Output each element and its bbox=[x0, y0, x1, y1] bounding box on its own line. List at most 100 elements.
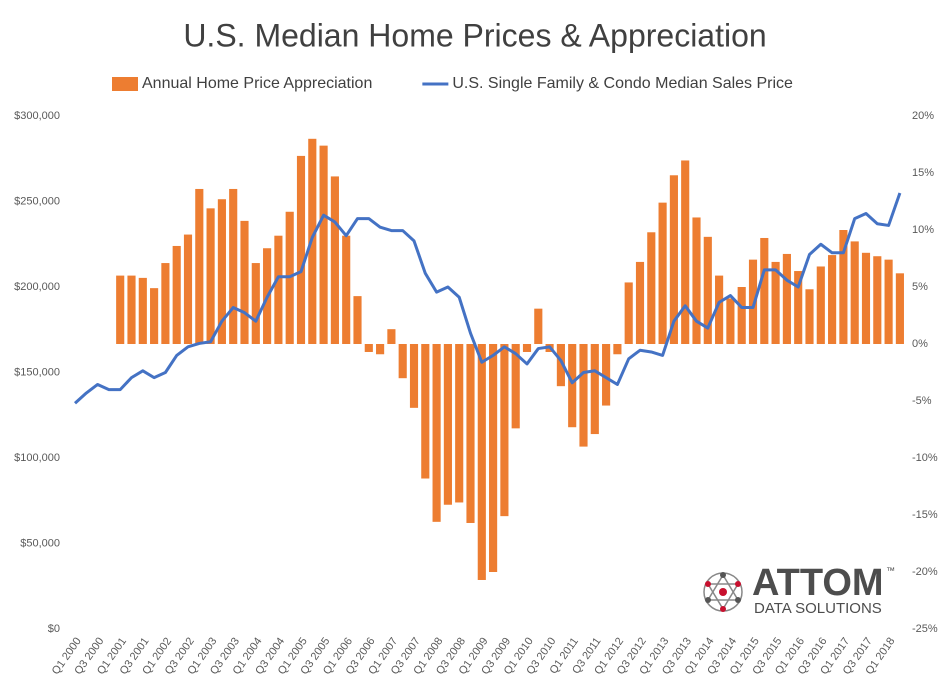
logo-dot bbox=[720, 572, 726, 578]
bar bbox=[534, 308, 543, 344]
y2-tick-label: -25% bbox=[912, 623, 938, 635]
y-tick-label: $300,000 bbox=[14, 110, 60, 122]
logo-icon bbox=[703, 572, 743, 612]
y2-tick-label: 10% bbox=[912, 224, 934, 236]
y2-tick-label: -15% bbox=[912, 509, 938, 521]
bar bbox=[624, 282, 633, 344]
logo-text: ATTOM bbox=[752, 562, 884, 604]
y2-tick-label: 5% bbox=[912, 281, 928, 293]
bar bbox=[715, 275, 724, 344]
bar bbox=[206, 208, 215, 344]
y-tick-label: $150,000 bbox=[14, 366, 60, 378]
bar bbox=[703, 236, 712, 344]
bar bbox=[805, 289, 814, 344]
legend-swatch bbox=[112, 77, 138, 91]
logo: ATTOM ™ DATA SOLUTIONS bbox=[703, 562, 895, 617]
line bbox=[73, 192, 902, 405]
bar bbox=[229, 188, 238, 344]
bar bbox=[387, 329, 396, 344]
bar bbox=[522, 344, 532, 352]
bar bbox=[500, 344, 509, 517]
bar bbox=[568, 344, 577, 428]
bar bbox=[748, 259, 758, 344]
legend-label: U.S. Single Family & Condo Median Sales … bbox=[452, 75, 793, 92]
chart-title: U.S. Median Home Prices & Appreciation bbox=[183, 17, 766, 53]
logo-subtext: DATA SOLUTIONS bbox=[754, 600, 882, 617]
bar bbox=[579, 344, 588, 447]
bar bbox=[376, 344, 385, 355]
bar bbox=[816, 266, 825, 344]
bar bbox=[760, 237, 769, 344]
bar bbox=[895, 273, 904, 344]
y-tick-label: $100,000 bbox=[14, 452, 60, 464]
bar bbox=[839, 230, 848, 344]
bar bbox=[150, 288, 159, 344]
y2-tick-label: -5% bbox=[912, 395, 932, 407]
bar bbox=[602, 344, 611, 406]
bar bbox=[421, 344, 430, 479]
bar bbox=[364, 344, 373, 352]
logo-mark: ™ bbox=[886, 565, 895, 575]
bar bbox=[330, 176, 339, 344]
bar bbox=[127, 275, 136, 344]
y2-tick-label: 20% bbox=[912, 110, 934, 122]
y2-tick-label: -20% bbox=[912, 566, 938, 578]
bar bbox=[455, 344, 464, 503]
bar bbox=[217, 199, 226, 344]
logo-dot bbox=[735, 581, 741, 587]
y-tick-label: $250,000 bbox=[14, 195, 60, 207]
bar bbox=[647, 232, 656, 344]
bar bbox=[782, 253, 791, 344]
legend-label: Annual Home Price Appreciation bbox=[142, 75, 372, 92]
bar bbox=[466, 344, 475, 523]
logo-dot bbox=[735, 597, 741, 603]
bar bbox=[771, 261, 780, 344]
logo-tri bbox=[706, 573, 740, 601]
logo-dot bbox=[720, 606, 726, 612]
y2-tick-label: 0% bbox=[912, 338, 928, 350]
bar bbox=[489, 344, 498, 572]
bar bbox=[443, 344, 452, 505]
bar bbox=[296, 155, 306, 344]
bar bbox=[116, 275, 125, 344]
bar bbox=[635, 261, 645, 344]
bar bbox=[195, 188, 204, 344]
bar bbox=[873, 256, 882, 344]
bar bbox=[692, 217, 701, 344]
bar bbox=[477, 344, 486, 580]
logo-dot bbox=[719, 588, 727, 596]
bar bbox=[353, 296, 362, 344]
bar bbox=[398, 344, 407, 379]
bar bbox=[172, 245, 181, 344]
bar bbox=[251, 263, 260, 344]
y-tick-label: $200,000 bbox=[14, 281, 60, 293]
bar bbox=[681, 160, 690, 344]
bar bbox=[319, 145, 328, 344]
bar bbox=[850, 241, 859, 344]
bar bbox=[342, 235, 351, 344]
bar bbox=[658, 202, 667, 344]
bar bbox=[828, 255, 837, 344]
bar bbox=[613, 344, 622, 355]
y-tick-label: $50,000 bbox=[20, 537, 60, 549]
bar bbox=[183, 234, 193, 344]
bar bbox=[861, 252, 871, 344]
bar bbox=[590, 344, 599, 435]
bar bbox=[274, 235, 283, 344]
bar bbox=[511, 344, 520, 429]
logo-dot bbox=[705, 581, 711, 587]
bar bbox=[161, 263, 170, 344]
bar bbox=[432, 344, 441, 522]
bar bbox=[884, 259, 893, 344]
bar bbox=[409, 344, 419, 408]
y-tick-label: $0 bbox=[48, 623, 60, 635]
bar bbox=[669, 175, 678, 344]
y2-tick-label: -10% bbox=[912, 452, 938, 464]
y2-tick-label: 15% bbox=[912, 167, 934, 179]
logo-tri bbox=[706, 583, 740, 611]
logo-dot bbox=[705, 597, 711, 603]
bar bbox=[726, 298, 735, 344]
bar bbox=[737, 287, 746, 344]
bar bbox=[240, 220, 249, 344]
